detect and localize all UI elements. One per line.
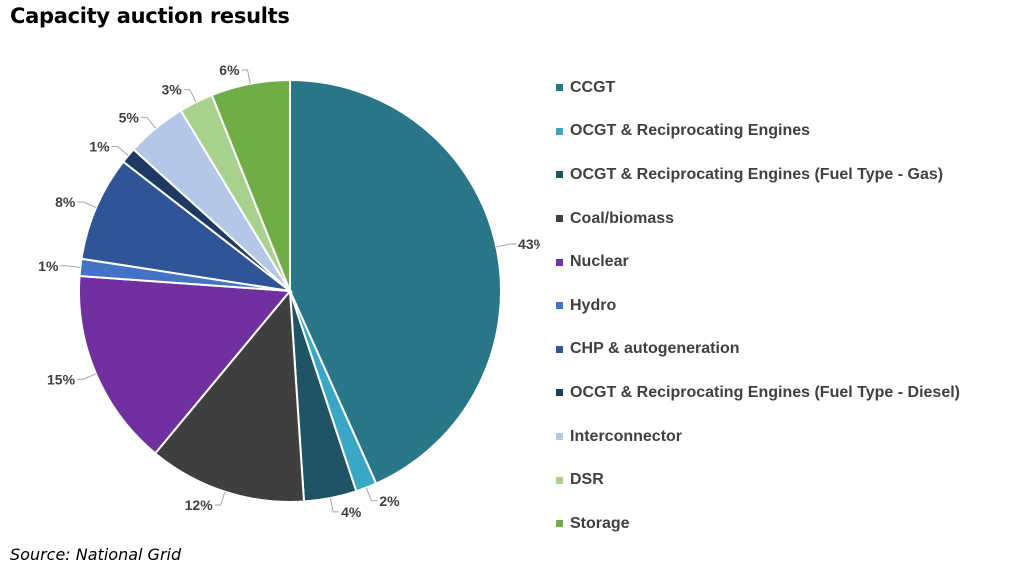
legend-swatch-3	[556, 215, 563, 223]
data-label-0: 43%	[518, 236, 540, 252]
source-note: Source: National Grid	[10, 545, 182, 564]
data-label-1: 2%	[379, 493, 400, 509]
legend-item-3: Coal/biomass	[556, 197, 960, 241]
legend-swatch-1	[556, 127, 563, 135]
data-label-7: 1%	[89, 138, 110, 154]
legend-swatch-7	[556, 389, 563, 397]
data-label-9: 3%	[161, 82, 182, 98]
leader-line-10	[241, 69, 251, 84]
legend-label-3: Coal/biomass	[570, 209, 675, 227]
legend-label-1: OCGT & Reciprocating Engines	[570, 122, 811, 140]
data-label-2: 4%	[341, 504, 362, 520]
legend-swatch-2	[556, 171, 563, 179]
legend-swatch-8	[556, 433, 563, 441]
legend-swatch-0	[556, 84, 563, 92]
leader-line-1	[365, 487, 378, 502]
legend-label-10: Storage	[570, 514, 630, 532]
data-label-8: 5%	[119, 109, 140, 125]
legend-swatch-10	[556, 520, 563, 528]
leader-line-2	[329, 497, 340, 513]
legend-label-2: OCGT & Reciprocating Engines (Fuel Type …	[570, 165, 944, 183]
legend-item-0: CCGT	[556, 66, 960, 110]
legend-item-6: CHP & autogeneration	[556, 328, 960, 372]
legend-swatch-4	[556, 258, 563, 266]
leader-line-9	[183, 89, 197, 103]
legend-item-10: Storage	[556, 502, 960, 546]
legend-label-8: Interconnector	[570, 427, 683, 445]
leader-line-3	[214, 491, 226, 506]
pie-slice-6	[80, 160, 294, 293]
legend-item-2: OCGT & Reciprocating Engines (Fuel Type …	[556, 153, 960, 197]
legend-item-7: OCGT & Reciprocating Engines (Fuel Type …	[556, 371, 960, 415]
leader-line-7	[111, 145, 129, 156]
pie-chart: 43% 2% 4% 12% 15% 1% 8% 1% 5% 3% 6%	[38, 62, 540, 520]
legend-label-0: CCGT	[570, 78, 616, 96]
data-label-6: 8%	[55, 194, 76, 210]
leader-line-8	[140, 116, 157, 129]
leader-line-4	[77, 373, 97, 380]
legend-item-1: OCGT & Reciprocating Engines	[556, 110, 960, 154]
data-label-3: 12%	[185, 497, 214, 513]
legend-swatch-5	[556, 302, 563, 310]
pie-slice-4	[78, 274, 293, 455]
leader-line-5	[60, 265, 81, 268]
legend-swatch-6	[556, 345, 563, 353]
legend-item-8: Interconnector	[556, 415, 960, 459]
legend-item-5: Hydro	[556, 284, 960, 328]
data-label-5: 1%	[38, 258, 59, 274]
legend-label-9: DSR	[570, 471, 604, 489]
legend-item-9: DSR	[556, 458, 960, 502]
legend-label-6: CHP & autogeneration	[570, 340, 740, 358]
chart-legend: CCGT OCGT & Reciprocating Engines OCGT & R…	[556, 66, 960, 546]
legend-swatch-9	[556, 476, 563, 484]
chart-title: Capacity auction results	[10, 4, 290, 28]
legend-label-4: Nuclear	[570, 253, 629, 271]
legend-label-5: Hydro	[570, 296, 617, 314]
data-label-10: 6%	[219, 62, 240, 78]
legend-label-7: OCGT & Reciprocating Engines (Fuel Type …	[570, 383, 960, 401]
data-label-4: 15%	[47, 371, 76, 387]
leader-line-6	[77, 201, 97, 209]
pie-slice-10	[210, 78, 291, 292]
pie-slice-3	[153, 288, 306, 503]
leader-line-0	[496, 243, 517, 248]
legend-item-4: Nuclear	[556, 240, 960, 284]
